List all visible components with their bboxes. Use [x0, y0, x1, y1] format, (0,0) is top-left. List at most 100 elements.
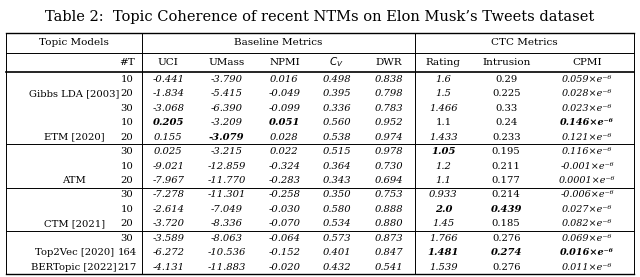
Text: -0.064: -0.064: [268, 234, 300, 243]
Text: 0.0001×e⁻⁶: 0.0001×e⁻⁶: [559, 176, 616, 185]
Text: -7.278: -7.278: [152, 190, 184, 199]
Text: 1.766: 1.766: [429, 234, 458, 243]
Text: Rating: Rating: [426, 58, 461, 67]
Text: UMass: UMass: [208, 58, 244, 67]
Text: -0.001×e⁻⁶: -0.001×e⁻⁶: [561, 161, 614, 171]
Text: 0.028×e⁻⁶: 0.028×e⁻⁶: [562, 89, 612, 98]
Text: -0.099: -0.099: [268, 104, 300, 113]
Text: 0.146×e⁻⁶: 0.146×e⁻⁶: [560, 118, 614, 127]
Text: DWR: DWR: [376, 58, 403, 67]
Text: 30: 30: [120, 104, 133, 113]
Text: -3.589: -3.589: [152, 234, 184, 243]
Text: 0.051: 0.051: [269, 118, 300, 127]
Text: 0.205: 0.205: [152, 118, 184, 127]
Text: ATM: ATM: [62, 176, 86, 185]
Text: -6.272: -6.272: [152, 248, 184, 257]
Text: 0.121×e⁻⁶: 0.121×e⁻⁶: [562, 133, 612, 142]
Text: -4.131: -4.131: [152, 263, 184, 271]
Text: -3.068: -3.068: [152, 104, 184, 113]
Text: 0.432: 0.432: [323, 263, 351, 271]
Text: 0.028: 0.028: [270, 133, 299, 142]
Text: 0.694: 0.694: [374, 176, 403, 185]
Text: NPMI: NPMI: [269, 58, 300, 67]
Text: 0.022: 0.022: [270, 147, 299, 156]
Text: 0.059×e⁻⁶: 0.059×e⁻⁶: [562, 75, 612, 84]
Text: 164: 164: [117, 248, 136, 257]
Text: -11.883: -11.883: [207, 263, 246, 271]
Text: 0.33: 0.33: [495, 104, 517, 113]
Text: -0.324: -0.324: [268, 161, 300, 171]
Text: 1.433: 1.433: [429, 133, 458, 142]
Text: 0.395: 0.395: [323, 89, 351, 98]
Text: 0.24: 0.24: [495, 118, 517, 127]
Text: 0.783: 0.783: [374, 104, 403, 113]
Text: 0.978: 0.978: [374, 147, 403, 156]
Text: 30: 30: [120, 147, 133, 156]
Text: -3.720: -3.720: [152, 219, 184, 228]
Text: 0.730: 0.730: [374, 161, 403, 171]
Text: -11.770: -11.770: [207, 176, 246, 185]
Text: 20: 20: [120, 176, 133, 185]
Text: 0.873: 0.873: [374, 234, 403, 243]
Text: 0.336: 0.336: [323, 104, 351, 113]
Text: 10: 10: [120, 205, 133, 214]
Text: 0.116×e⁻⁶: 0.116×e⁻⁶: [562, 147, 612, 156]
Text: -0.070: -0.070: [268, 219, 300, 228]
Text: 0.177: 0.177: [492, 176, 520, 185]
Text: 0.023×e⁻⁶: 0.023×e⁻⁶: [562, 104, 612, 113]
Text: 0.439: 0.439: [490, 205, 522, 214]
Text: -9.021: -9.021: [152, 161, 184, 171]
Text: 10: 10: [120, 75, 133, 84]
Text: 1.05: 1.05: [431, 147, 456, 156]
Text: 217: 217: [117, 263, 136, 271]
Text: 1.2: 1.2: [435, 161, 451, 171]
Text: -5.415: -5.415: [211, 89, 243, 98]
Text: 0.888: 0.888: [374, 205, 403, 214]
Text: 0.534: 0.534: [323, 219, 351, 228]
Text: 10: 10: [120, 118, 133, 127]
Text: Top2Vec [2020]: Top2Vec [2020]: [35, 248, 114, 257]
Text: 0.069×e⁻⁶: 0.069×e⁻⁶: [562, 234, 612, 243]
Text: 1.1: 1.1: [435, 176, 451, 185]
Text: 1.45: 1.45: [432, 219, 454, 228]
Text: 0.538: 0.538: [323, 133, 351, 142]
Text: 0.541: 0.541: [374, 263, 403, 271]
Text: 0.195: 0.195: [492, 147, 520, 156]
Text: -3.790: -3.790: [211, 75, 243, 84]
Text: Intrusion: Intrusion: [482, 58, 531, 67]
Text: 0.515: 0.515: [323, 147, 351, 156]
Text: 1.481: 1.481: [428, 248, 459, 257]
Text: 0.185: 0.185: [492, 219, 520, 228]
Text: 0.225: 0.225: [492, 89, 520, 98]
Text: 10: 10: [120, 161, 133, 171]
Text: 0.211: 0.211: [492, 161, 520, 171]
Text: 2.0: 2.0: [435, 205, 452, 214]
Text: 0.082×e⁻⁶: 0.082×e⁻⁶: [562, 219, 612, 228]
Text: 1.539: 1.539: [429, 263, 458, 271]
Text: 0.952: 0.952: [374, 118, 403, 127]
Text: -11.301: -11.301: [207, 190, 246, 199]
Text: 0.233: 0.233: [492, 133, 520, 142]
Text: 1.5: 1.5: [435, 89, 451, 98]
Text: 0.016: 0.016: [270, 75, 299, 84]
Text: 30: 30: [120, 234, 133, 243]
Text: 0.276: 0.276: [492, 234, 520, 243]
Text: 0.276: 0.276: [492, 263, 520, 271]
Text: CTC Metrics: CTC Metrics: [491, 39, 557, 47]
Text: -0.006×e⁻⁶: -0.006×e⁻⁶: [561, 190, 614, 199]
Text: -0.152: -0.152: [268, 248, 300, 257]
Text: -7.049: -7.049: [211, 205, 243, 214]
Text: -7.967: -7.967: [152, 176, 184, 185]
Text: 0.798: 0.798: [374, 89, 403, 98]
Text: 0.933: 0.933: [429, 190, 458, 199]
Text: -10.536: -10.536: [207, 248, 246, 257]
Text: 0.025: 0.025: [154, 147, 182, 156]
Text: -0.441: -0.441: [152, 75, 184, 84]
Text: -2.614: -2.614: [152, 205, 184, 214]
Text: BERTopic [2022]: BERTopic [2022]: [31, 263, 117, 271]
Text: 0.498: 0.498: [323, 75, 351, 84]
Text: -12.859: -12.859: [207, 161, 246, 171]
Text: 0.573: 0.573: [323, 234, 351, 243]
Text: Topic Models: Topic Models: [39, 39, 109, 47]
Text: 0.580: 0.580: [323, 205, 351, 214]
